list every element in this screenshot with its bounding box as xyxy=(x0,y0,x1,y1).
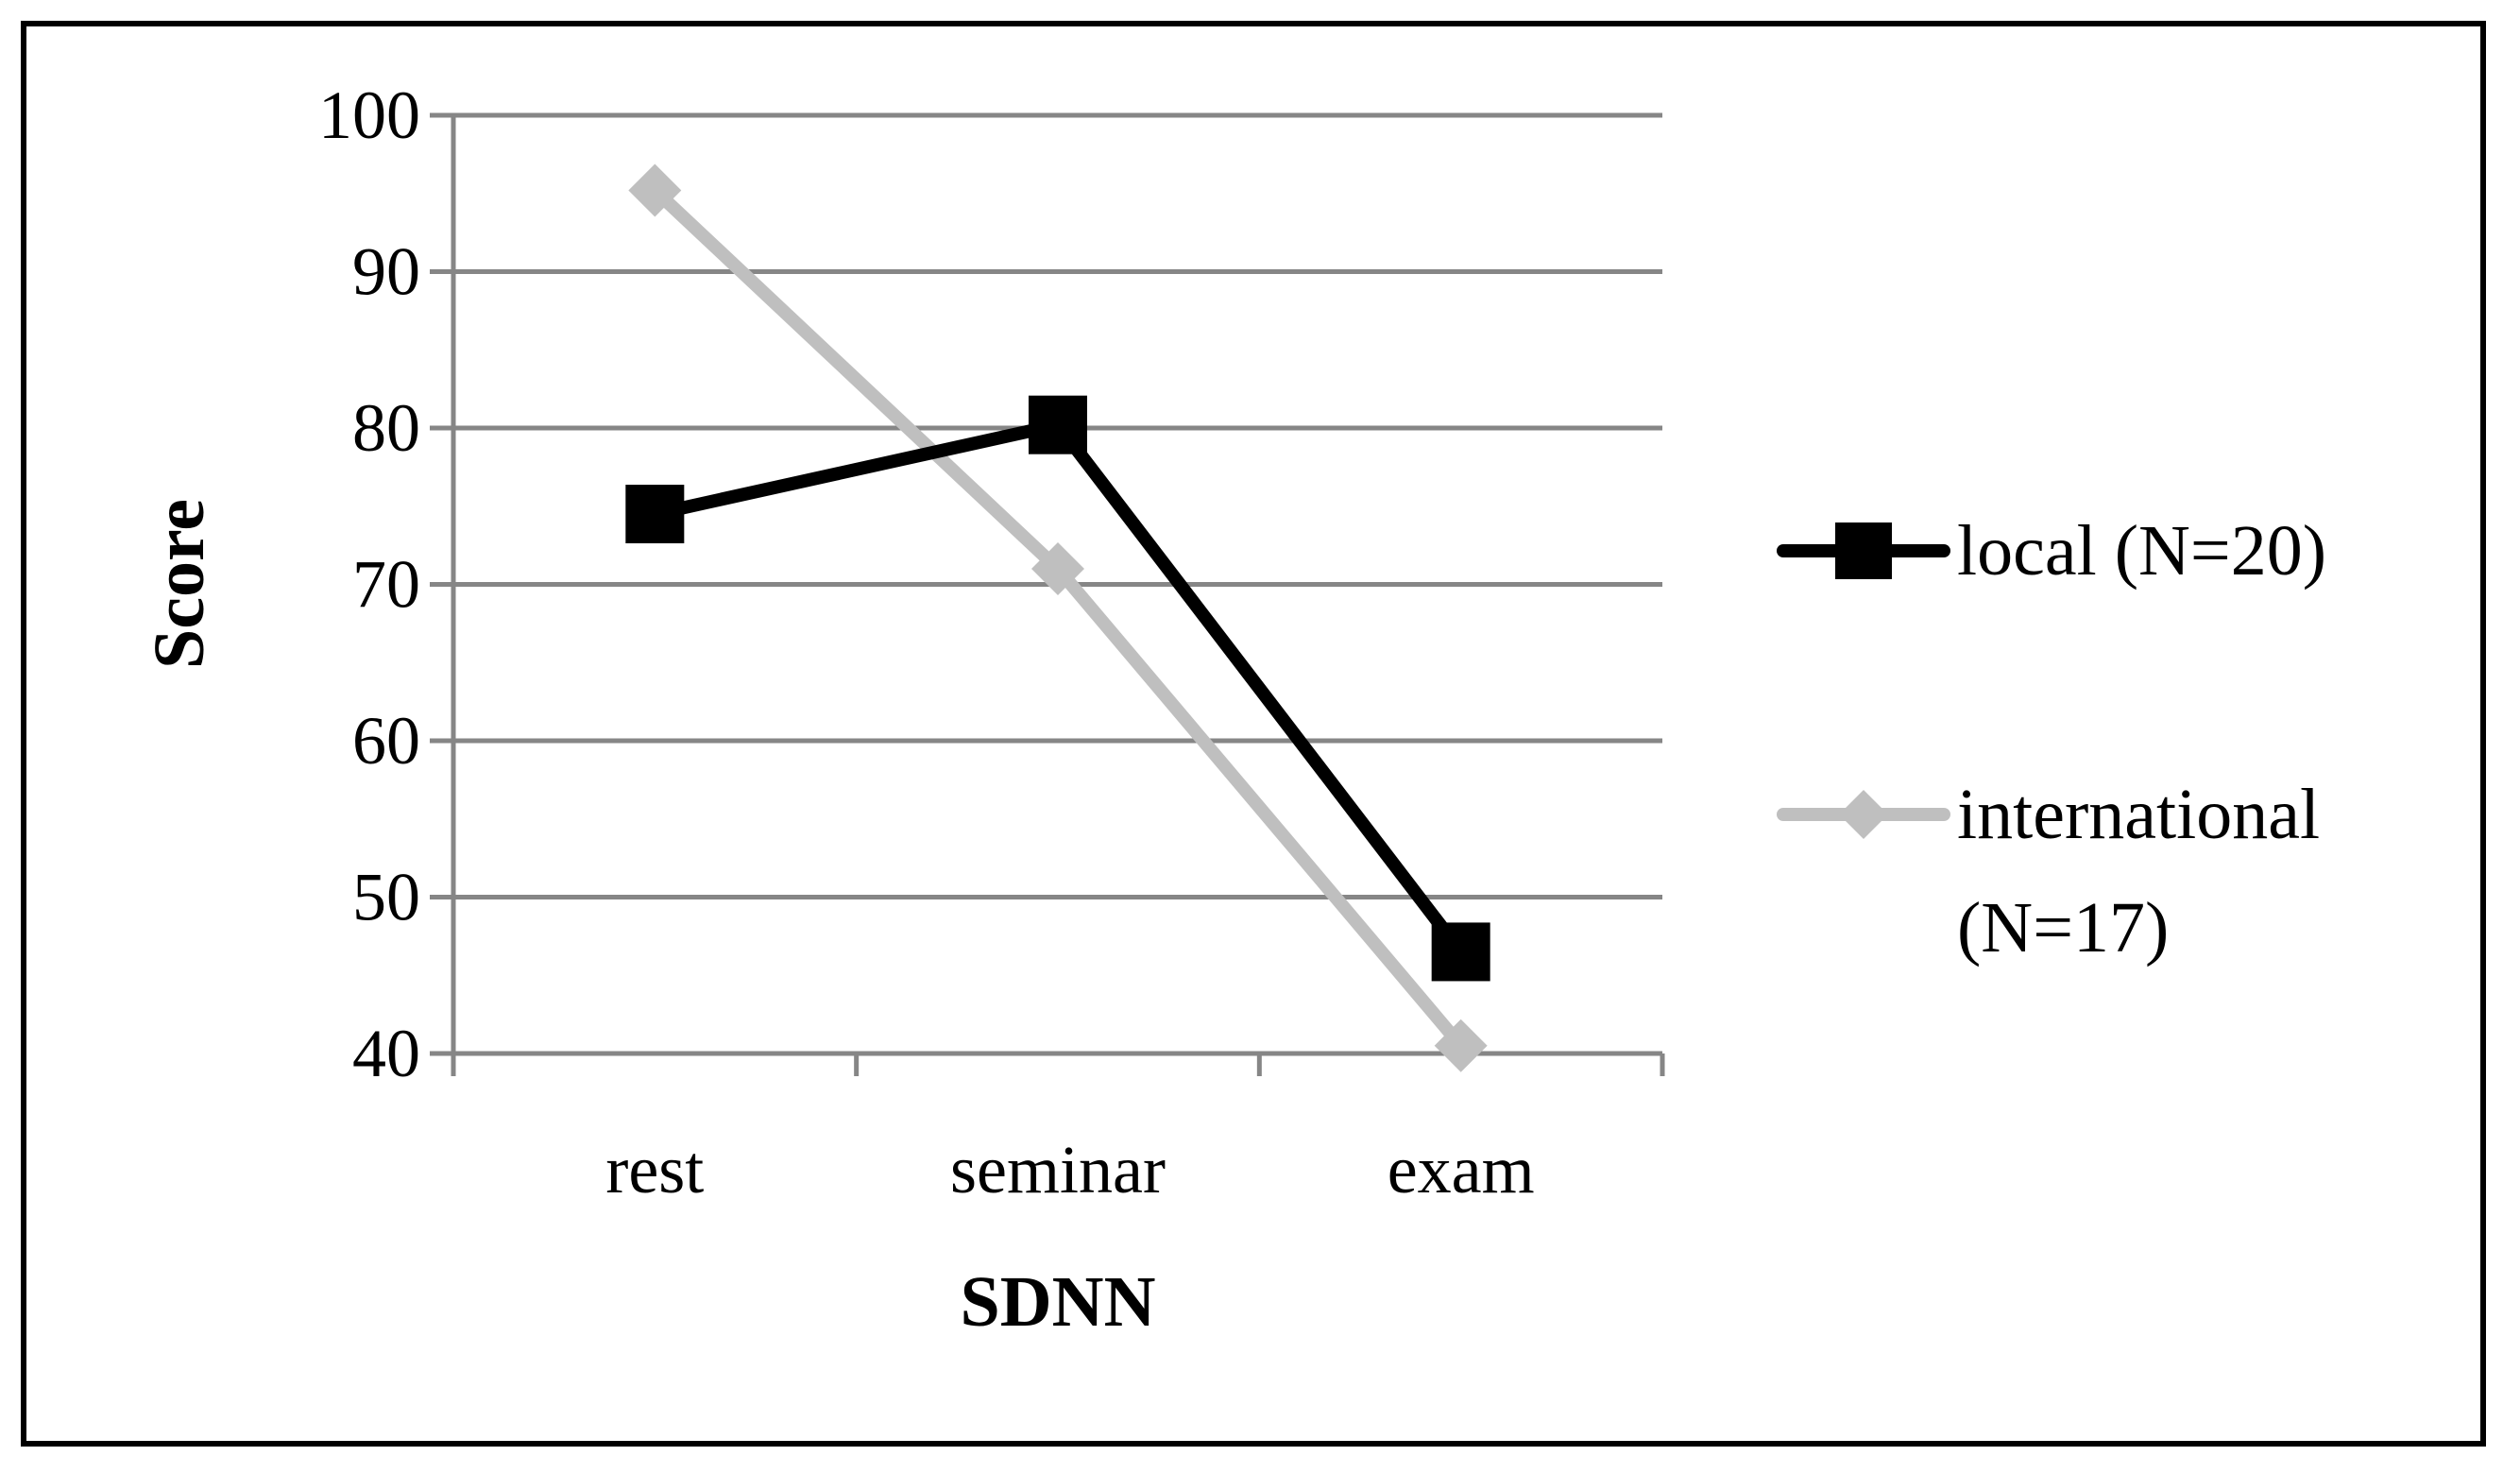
axis-labels: Score SDNN 40 50 60 70 80 90 100 rest seminar exa… xyxy=(140,77,1535,1342)
series-lines xyxy=(625,163,1490,1072)
chart-frame xyxy=(21,21,2486,1447)
series-line xyxy=(650,185,1467,1051)
data-point xyxy=(1434,1019,1488,1072)
legend-label: (N=17) xyxy=(1957,888,2169,968)
data-point xyxy=(625,485,685,544)
x-tick-label: rest xyxy=(605,1132,704,1208)
x-axis-title: SDNN xyxy=(961,1262,1156,1342)
legend-marker xyxy=(1839,790,1888,839)
y-tick-label: 40 xyxy=(352,1016,420,1091)
y-tick-label: 60 xyxy=(352,703,420,779)
y-tick-label: 70 xyxy=(352,547,420,623)
legend: local (N=20) international (N=17) xyxy=(1777,511,2326,968)
x-tick-label: exam xyxy=(1388,1132,1535,1208)
x-tick-label: seminar xyxy=(950,1132,1166,1208)
y-tick-label: 100 xyxy=(318,77,420,153)
data-point xyxy=(1431,922,1490,982)
legend-marker xyxy=(1835,522,1892,579)
data-point xyxy=(628,163,682,217)
legend-label: local (N=20) xyxy=(1957,511,2326,591)
axes xyxy=(451,115,1665,1076)
data-point xyxy=(1029,395,1087,454)
gridlines xyxy=(430,112,1662,1056)
data-point xyxy=(1031,541,1084,595)
y-tick-label: 90 xyxy=(352,234,420,310)
y-axis-title: Score xyxy=(140,499,219,669)
legend-label: international xyxy=(1957,775,2320,854)
y-tick-label: 50 xyxy=(352,860,420,935)
y-tick-label: 80 xyxy=(352,390,420,466)
series-line xyxy=(653,418,1467,956)
